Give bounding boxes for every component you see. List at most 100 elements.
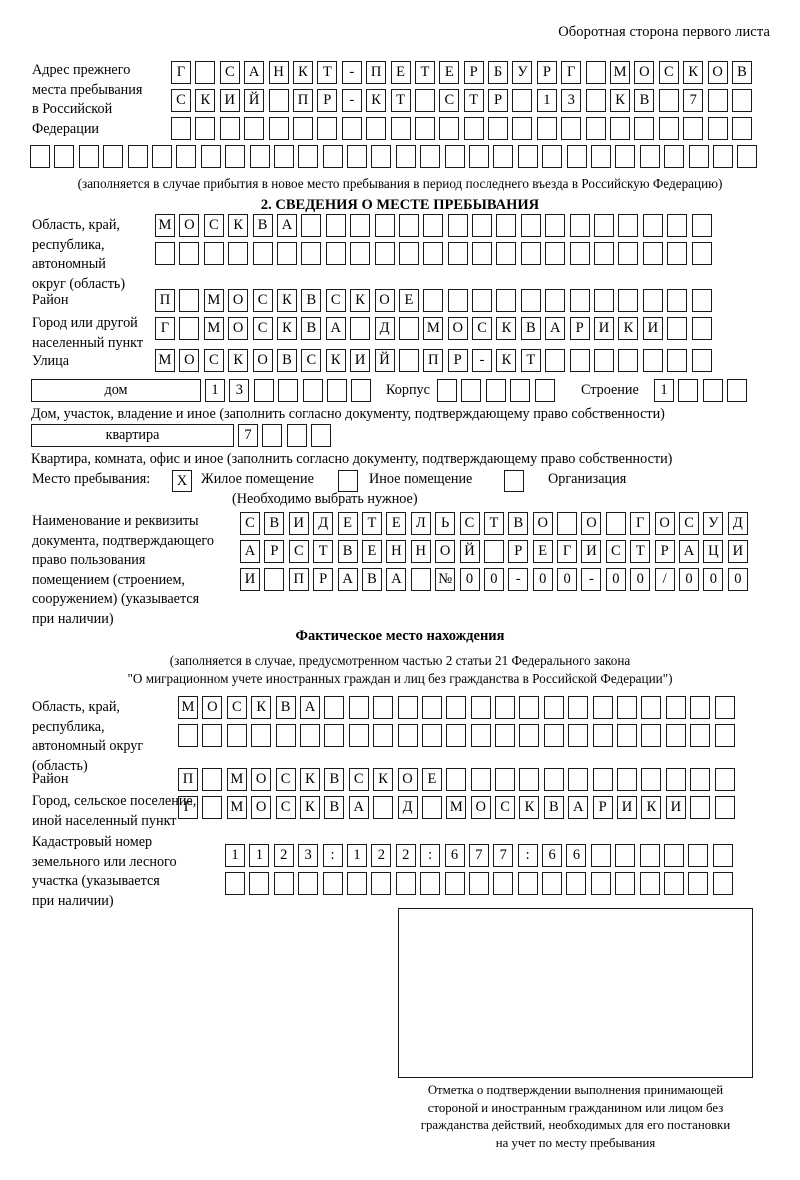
form-cell[interactable] (691, 214, 712, 237)
form-cell[interactable] (737, 145, 758, 168)
form-cell[interactable] (688, 145, 709, 168)
form-cell[interactable] (691, 289, 712, 312)
form-cell[interactable]: К (195, 89, 216, 112)
form-cell[interactable] (226, 724, 247, 747)
form-cell[interactable] (469, 145, 490, 168)
form-cell[interactable] (664, 872, 685, 895)
form-cell[interactable] (398, 349, 419, 372)
form-cell[interactable]: К (610, 89, 631, 112)
form-cell[interactable]: : (420, 844, 441, 867)
form-cell[interactable] (322, 145, 343, 168)
form-cell[interactable]: Т (414, 61, 435, 84)
form-cell[interactable]: И (594, 317, 615, 340)
form-cell[interactable] (691, 349, 712, 372)
form-cell[interactable]: № (435, 568, 456, 591)
form-cell[interactable] (202, 768, 223, 791)
form-cell[interactable]: И (288, 512, 309, 535)
form-cell[interactable]: У (512, 61, 533, 84)
form-cell[interactable] (292, 117, 313, 140)
form-cell[interactable]: К (496, 349, 517, 372)
form-cell[interactable] (641, 696, 662, 719)
form-cell[interactable] (561, 117, 582, 140)
form-cell[interactable] (151, 145, 172, 168)
form-cell[interactable] (641, 768, 662, 791)
form-cell[interactable]: В (324, 796, 345, 819)
form-cell[interactable] (225, 145, 246, 168)
form-cell[interactable]: П (292, 89, 313, 112)
form-cell[interactable]: О (202, 696, 223, 719)
form-cell[interactable] (617, 724, 638, 747)
form-cell[interactable]: В (301, 317, 322, 340)
form-cell[interactable]: В (731, 61, 752, 84)
form-cell[interactable] (472, 214, 493, 237)
form-cell[interactable]: О (532, 512, 553, 535)
form-cell[interactable] (639, 145, 660, 168)
form-cell[interactable]: С (219, 61, 240, 84)
form-cell[interactable] (249, 145, 270, 168)
form-cell[interactable] (439, 117, 460, 140)
form-cell[interactable]: К (350, 289, 371, 312)
form-cell[interactable] (493, 872, 514, 895)
form-cell[interactable] (568, 696, 589, 719)
form-cell[interactable] (520, 289, 541, 312)
form-cell[interactable]: Г (557, 540, 578, 563)
form-cell[interactable]: С (679, 512, 700, 535)
form-cell[interactable] (103, 145, 124, 168)
form-cell[interactable]: Р (536, 61, 557, 84)
form-cell[interactable] (366, 117, 387, 140)
form-cell[interactable] (446, 768, 467, 791)
form-cell[interactable]: С (605, 540, 626, 563)
form-cell[interactable]: К (299, 796, 320, 819)
form-cell[interactable] (397, 696, 418, 719)
form-cell[interactable]: С (240, 512, 260, 535)
form-cell[interactable] (421, 796, 442, 819)
form-cell[interactable] (179, 242, 200, 265)
form-cell[interactable]: Т (630, 540, 651, 563)
form-cell[interactable]: 0 (605, 568, 626, 591)
form-cell[interactable]: Р (569, 317, 590, 340)
form-cell[interactable] (615, 872, 636, 895)
form-cell[interactable] (642, 214, 663, 237)
form-cell[interactable] (273, 145, 294, 168)
form-cell[interactable] (395, 872, 416, 895)
form-cell[interactable]: С (171, 89, 191, 112)
form-cell[interactable] (472, 289, 493, 312)
form-cell[interactable]: Д (374, 317, 395, 340)
form-cell[interactable]: М (610, 61, 631, 84)
form-cell[interactable]: 0 (483, 568, 504, 591)
form-cell[interactable] (179, 317, 200, 340)
form-cell[interactable] (642, 242, 663, 265)
form-cell[interactable] (691, 242, 712, 265)
form-cell[interactable]: А (545, 317, 566, 340)
form-cell[interactable]: Г (155, 317, 175, 340)
form-cell[interactable]: К (618, 317, 639, 340)
form-cell[interactable] (262, 424, 283, 447)
form-cell[interactable] (444, 872, 465, 895)
form-cell[interactable]: К (251, 696, 272, 719)
form-cell[interactable]: К (641, 796, 662, 819)
form-cell[interactable]: 1 (536, 89, 557, 112)
form-cell[interactable]: 6 (566, 844, 587, 867)
form-cell[interactable]: 0 (679, 568, 700, 591)
form-cell[interactable]: С (658, 61, 679, 84)
form-cell[interactable]: Д (313, 512, 334, 535)
form-cell[interactable]: С (459, 512, 480, 535)
form-cell[interactable]: П (366, 61, 387, 84)
form-cell[interactable]: С (252, 317, 273, 340)
form-cell[interactable]: Е (532, 540, 553, 563)
form-cell[interactable]: Р (317, 89, 338, 112)
form-cell[interactable]: М (226, 768, 247, 791)
form-cell[interactable] (510, 379, 531, 402)
form-cell[interactable] (390, 117, 411, 140)
form-cell[interactable] (542, 872, 563, 895)
form-cell[interactable] (252, 242, 273, 265)
form-cell[interactable] (219, 117, 240, 140)
form-cell[interactable] (617, 696, 638, 719)
form-cell[interactable] (517, 872, 538, 895)
form-cell[interactable]: О (470, 796, 491, 819)
